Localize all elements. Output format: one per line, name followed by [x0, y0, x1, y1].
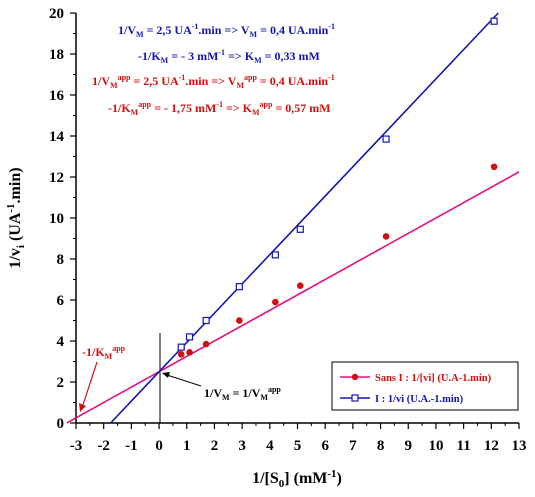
fit-line-series-1 [110, 12, 499, 424]
x-tick-label: -3 [70, 438, 83, 454]
x-tick-label: 6 [321, 438, 329, 454]
x-tick-label: 8 [377, 438, 385, 454]
x-tick-label: -1 [125, 438, 138, 454]
legend-label-i: I : 1/vi (U.A.-1.min) [375, 394, 464, 405]
x-tick-label: 5 [294, 438, 302, 454]
data-points [177, 17, 498, 358]
x-tick-label: 11 [457, 438, 471, 454]
y-tick-label: 12 [49, 170, 64, 186]
data-point-series-0 [382, 233, 390, 240]
annotation-red-2: -1/KMapp = - 1,75 mM-1 => KMapp = 0,57 m… [108, 100, 331, 117]
data-point-series-1 [202, 316, 210, 325]
y-tick-label: 14 [49, 129, 65, 145]
y-axis-title: 1/vi (UA-1.min) [5, 167, 27, 268]
x-tick-label: 12 [484, 438, 499, 454]
x-tick-label: 2 [211, 438, 219, 454]
annotation-blue-1: 1/VM = 2,5 UA-1.min => VM = 0,4 UA.min-1 [118, 22, 335, 39]
y-tick-label: 10 [49, 211, 64, 227]
x-axis-title: 1/[S0] (mM-1) [252, 468, 342, 490]
legend-label-sans-i: Sans I : 1/[vi] (U.A-1.min) [375, 373, 492, 384]
data-point-series-0 [186, 348, 193, 356]
data-point-series-1 [185, 333, 194, 341]
y-tick-label: 0 [57, 416, 65, 432]
yintercept-arrow [166, 374, 202, 387]
y-tick-label: 6 [57, 293, 65, 309]
y-tick-label: 2 [57, 375, 65, 391]
y-tick-label: 18 [49, 47, 64, 63]
data-point-series-0 [490, 163, 498, 171]
legend-marker-sans-i [351, 373, 359, 381]
x-tick-label: 1 [183, 438, 191, 454]
yintercept-arrowhead [162, 372, 170, 378]
legend-marker-i [351, 394, 359, 402]
annotation-blue-2: -1/KM = - 3 mM-1 => KM = 0,33 mM [138, 48, 320, 65]
data-point-series-0 [177, 351, 185, 358]
x-tick-label: 0 [155, 438, 163, 454]
fit-lines [66, 12, 520, 424]
data-point-series-1 [271, 251, 279, 259]
xintercept-arrow [81, 361, 98, 409]
x-tick-label: 7 [349, 438, 357, 454]
xintercept-arrowhead [79, 403, 86, 412]
data-point-series-1 [490, 17, 498, 25]
x-tick-label: 13 [512, 438, 527, 454]
annotation-xintercept: -1/KMapp [82, 344, 126, 361]
data-point-series-0 [296, 282, 304, 289]
x-tick-label: -2 [97, 438, 110, 454]
legend: Sans I : 1/[vi] (U.A-1.min) I : 1/vi (U.… [331, 361, 519, 411]
data-point-series-1 [177, 343, 185, 351]
legend-box [331, 361, 519, 411]
data-point-series-0 [236, 317, 243, 324]
x-tick-label: 10 [428, 438, 443, 454]
annotation-yintercept: 1/VM = 1/VMapp [204, 385, 281, 402]
data-point-series-0 [202, 340, 210, 348]
data-point-series-1 [296, 225, 304, 233]
annotations: 1/VM = 2,5 UA-1.min => VM = 0,4 UA.min-1… [79, 22, 335, 412]
fit-line-series-0 [66, 171, 520, 424]
y-tick-label: 20 [49, 6, 64, 22]
data-point-series-0 [272, 298, 279, 306]
x-tick-label: 4 [266, 438, 274, 454]
y-tick-label: 8 [57, 252, 65, 268]
data-point-series-1 [382, 135, 390, 143]
y-ticks: 0 2 4 6 8 10 12 14 16 18 20 [49, 6, 76, 432]
y-tick-label: 4 [57, 334, 65, 350]
x-ticks: -3 -2 -1 0 1 2 3 4 5 6 7 8 9 10 11 12 13 [70, 423, 527, 454]
y-tick-label: 16 [49, 88, 65, 104]
x-tick-label: 9 [405, 438, 413, 454]
data-point-series-1 [235, 283, 243, 291]
annotation-red-1: 1/VMapp = 2,5 UA-1.min => VMapp = 0,4 UA… [92, 73, 335, 90]
x-tick-label: 3 [238, 438, 246, 454]
